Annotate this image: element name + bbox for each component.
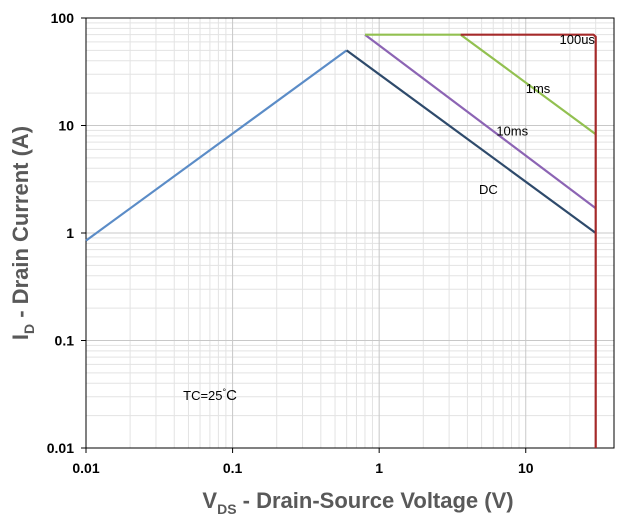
x-axis-title-main: V	[202, 488, 217, 513]
annotation-label: 100us	[560, 32, 596, 47]
y-tick-label: 0.1	[55, 333, 75, 349]
annotations: 100us 1ms 10ms DC TC=25°C	[183, 32, 595, 404]
annotation-label: TC=25°C	[183, 387, 237, 404]
x-tick-label: 1	[375, 460, 383, 476]
x-tick-label: 0.01	[72, 460, 99, 476]
annotation-label: 10ms	[496, 123, 528, 138]
y-axis-title-sub: D	[21, 324, 37, 334]
series-line-limit-0	[86, 50, 347, 240]
x-tick-label: 0.1	[223, 460, 243, 476]
y-tick-label: 100	[51, 10, 75, 26]
x-tick-labels: 0.01 0.1 1 10	[72, 460, 533, 476]
y-tick-label: 10	[58, 118, 74, 134]
y-axis-title-rest: - Drain Current (A)	[8, 126, 33, 324]
y-tick-labels: 0.01 0.1 1 10 100	[47, 10, 74, 456]
annotation-label: 1ms	[526, 81, 551, 96]
series-line-100us	[461, 35, 596, 448]
y-axis-title: ID - Drain Current (A)	[8, 126, 37, 340]
y-tick-label: 0.01	[47, 440, 74, 456]
x-axis-title-rest: - Drain-Source Voltage (V)	[237, 488, 514, 513]
series-line-1ms	[365, 35, 596, 135]
annotation-unit: C	[226, 387, 237, 404]
y-tick-label: 1	[66, 225, 74, 241]
x-tick-label: 10	[518, 460, 534, 476]
x-axis-title: VDS - Drain-Source Voltage (V)	[202, 488, 513, 516]
x-axis-title-sub: DS	[217, 501, 236, 516]
annotation-label: DC	[479, 182, 498, 197]
